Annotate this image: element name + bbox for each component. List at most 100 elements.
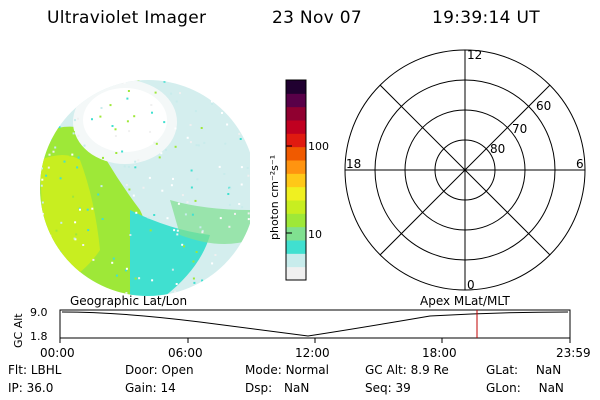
image-pixel <box>91 207 94 210</box>
image-pixel <box>170 92 173 95</box>
image-pixel <box>36 161 38 163</box>
lat-label-70: 70 <box>512 122 527 136</box>
image-pixel <box>102 156 104 159</box>
image-pixel <box>32 149 34 151</box>
image-pixel <box>85 60 87 62</box>
image-pixel <box>60 221 63 224</box>
image-pixel <box>126 120 129 123</box>
colorbar-swatch <box>286 240 306 254</box>
image-pixel <box>56 280 59 283</box>
image-pixel <box>72 132 75 135</box>
colorbar-swatch <box>286 173 306 188</box>
image-pixel <box>242 282 245 285</box>
image-pixel <box>186 136 189 139</box>
image-pixel <box>52 131 55 134</box>
image-pixel <box>211 102 213 105</box>
image-pixel <box>219 217 222 220</box>
image-pixel <box>32 285 34 287</box>
lat-label-80: 80 <box>490 142 505 156</box>
image-pixel <box>21 209 23 211</box>
image-pixel <box>142 186 145 189</box>
x-tick-1200: 12:00 <box>295 346 330 360</box>
image-pixel <box>148 176 151 179</box>
image-pixel <box>151 111 153 114</box>
image-pixel <box>111 269 114 272</box>
image-pixel <box>193 281 196 284</box>
image-pixel <box>115 179 118 182</box>
image-pixel <box>153 214 156 216</box>
image-pixel <box>39 76 41 78</box>
image-pixel <box>71 153 74 156</box>
image-pixel <box>54 146 57 149</box>
polar-mlt-grid: 12 18 6 0 60 70 80 <box>344 48 586 292</box>
image-pixel <box>224 142 227 145</box>
image-pixel <box>186 201 189 204</box>
image-pixel <box>247 174 250 177</box>
image-pixel <box>213 288 216 291</box>
image-pixel <box>48 88 51 91</box>
image-pixel <box>196 178 199 181</box>
image-pixel <box>21 115 23 117</box>
image-pixel <box>214 254 217 256</box>
image-pixel <box>137 159 140 162</box>
image-pixel <box>40 270 41 273</box>
image-pixel <box>129 234 132 236</box>
image-pixel <box>135 211 138 214</box>
image-pixel <box>163 121 166 124</box>
image-pixel <box>51 99 54 102</box>
image-pixel <box>244 102 247 105</box>
info-gain: Gain: 14 <box>125 381 176 395</box>
image-pixel <box>132 194 135 197</box>
image-pixel <box>211 262 214 265</box>
glon-value: NaN <box>538 381 564 395</box>
image-pixel <box>45 138 48 141</box>
glat-value: NaN <box>535 363 562 377</box>
image-pixel <box>145 139 148 142</box>
image-pixel <box>192 260 195 263</box>
info-mode: Mode: Normal <box>245 363 329 377</box>
image-pixel <box>24 104 26 106</box>
image-pixel <box>61 77 63 79</box>
image-pixel <box>177 202 180 205</box>
image-pixel <box>41 167 43 170</box>
image-pixel <box>100 185 103 188</box>
image-pixel <box>151 279 154 282</box>
info-ip: IP: 36.0 <box>8 381 53 395</box>
image-pixel <box>132 75 134 77</box>
image-pixel <box>240 183 243 186</box>
x-tick-0600: 06:00 <box>168 346 203 360</box>
image-pixel <box>230 88 233 91</box>
info-glat: GLat: NaN <box>486 363 561 377</box>
image-pixel <box>187 84 190 87</box>
image-pixel <box>92 258 95 261</box>
image-pixel <box>115 152 118 154</box>
image-pixel <box>201 298 203 300</box>
image-pixel <box>150 104 153 106</box>
image-pixel <box>69 154 72 157</box>
track-y-max: 9.0 <box>30 306 48 319</box>
image-pixel <box>241 206 244 209</box>
image-pixel <box>47 166 50 169</box>
image-pixel <box>175 74 177 76</box>
image-pixel <box>227 85 229 88</box>
image-pixel <box>149 229 152 232</box>
image-pixel <box>237 252 240 255</box>
image-pixel <box>98 85 101 88</box>
colorbar-tick-100: 100 <box>308 140 329 153</box>
image-pixel <box>234 68 236 70</box>
image-pixel <box>218 165 221 168</box>
image-pixel <box>201 279 204 282</box>
image-pixel <box>41 201 44 204</box>
image-pixel <box>77 117 79 120</box>
image-pixel <box>190 186 193 189</box>
gain-label: Gain: <box>125 381 157 395</box>
image-pixel <box>141 135 144 138</box>
image-pixel <box>134 160 137 163</box>
image-pixel <box>170 184 173 187</box>
orbit-altitude-plot: GC Alt 9.0 1.8 00:00 06:00 12:00 18:00 2… <box>12 306 591 360</box>
image-pixel <box>42 247 45 249</box>
image-pixel <box>42 212 44 215</box>
gc-alt-value: 8.9 Re <box>410 363 449 377</box>
image-pixel <box>126 97 129 100</box>
image-pixel <box>131 76 133 78</box>
